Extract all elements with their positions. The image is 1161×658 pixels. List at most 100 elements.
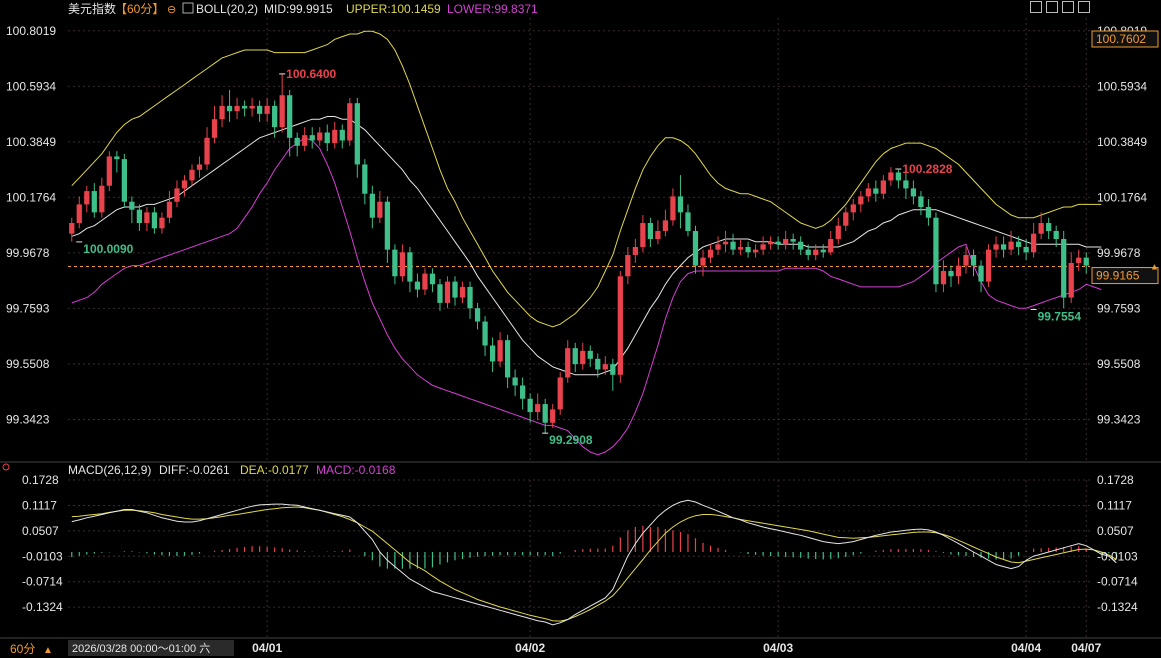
candle-body: [249, 105, 255, 109]
candle-body: [76, 204, 82, 224]
candle-body: [602, 364, 608, 370]
macd-macd-value: MACD:-0.0168: [316, 463, 396, 477]
period-tag[interactable]: 【60分】: [115, 2, 164, 16]
candle-body: [181, 180, 188, 189]
macd-y-tick-right: 0.0507: [1097, 524, 1134, 538]
zoom-out-icon[interactable]: [1062, 1, 1074, 13]
panel-marker-icon: [2, 463, 10, 471]
candle-body: [151, 212, 158, 229]
macd-y-tick-right: 0.1117: [1097, 498, 1132, 512]
candle-body: [933, 217, 939, 285]
price-annotation: 100.2828: [902, 162, 952, 176]
grid: [0, 18, 1161, 639]
y-tick-left: 99.9678: [6, 246, 50, 260]
candle-body: [647, 223, 654, 239]
candle-body: [467, 286, 473, 309]
symbol-title: 美元指数: [68, 1, 116, 16]
candle-body: [715, 244, 721, 250]
footer-period-arrow-icon[interactable]: ▲: [43, 645, 53, 656]
footer-period[interactable]: 60分: [10, 642, 35, 656]
candle-body: [662, 220, 669, 232]
candle-body: [121, 159, 127, 202]
candle-body: [106, 156, 112, 186]
candle-body: [1068, 262, 1074, 298]
candle-body: [489, 345, 496, 362]
candle-body: [144, 212, 150, 224]
candle-body: [166, 201, 173, 218]
candle-body: [527, 398, 533, 413]
zoom-in-icon[interactable]: [1046, 1, 1058, 13]
candle-body: [970, 254, 977, 266]
candle-body: [730, 241, 736, 250]
candle-body: [84, 191, 90, 205]
candle-body: [272, 105, 278, 128]
candle-body: [196, 164, 203, 170]
candle-body: [362, 164, 368, 194]
macd-dea-value: DEA:-0.0177: [240, 463, 309, 477]
y-tick-right: 99.3423: [1097, 412, 1141, 426]
candle-body: [189, 169, 195, 181]
candle-body: [407, 252, 413, 282]
candle-body: [685, 212, 691, 232]
candle-body: [429, 273, 436, 285]
macd-y-tick-right: -0.1324: [1097, 600, 1138, 614]
candle-body: [610, 364, 616, 375]
candle-body: [843, 212, 849, 226]
candle-body: [745, 246, 751, 253]
macd-label: MACD(26,12,9): [68, 463, 151, 477]
candle-body: [805, 249, 811, 255]
y-tick-right: 99.7593: [1097, 301, 1141, 315]
candle-body: [873, 188, 879, 194]
candle-body: [903, 180, 909, 189]
x-tick-label: 04/07: [1071, 641, 1101, 655]
macd-diff-line: [71, 499, 1117, 626]
candle-body: [91, 191, 97, 213]
boll-label: BOLL(20,2): [196, 2, 258, 16]
candle-body: [955, 265, 962, 277]
y-tick-left: 99.7593: [6, 301, 50, 315]
candle-body: [287, 95, 293, 138]
settings-icon[interactable]: ⊖: [167, 4, 176, 16]
candle-body: [617, 276, 623, 375]
y-tick-left: 100.8019: [6, 24, 56, 38]
indicator-icon[interactable]: [182, 2, 194, 14]
y-tick-right: 100.5934: [1097, 79, 1147, 93]
price-annotation: 99.2908: [549, 433, 593, 447]
candle-body: [369, 193, 375, 218]
candle-body: [767, 241, 774, 245]
candle-body: [384, 201, 391, 250]
candle-body: [317, 132, 323, 141]
y-tick-left: 100.1764: [6, 190, 56, 204]
x-tick-label: 04/03: [763, 641, 793, 655]
candle-body: [1076, 257, 1082, 263]
candle-body: [580, 350, 586, 365]
candle-body: [677, 196, 684, 213]
candle-body: [174, 188, 180, 202]
candle-body: [392, 249, 398, 277]
candle-body: [790, 239, 796, 242]
macd-y-tick-left: -0.0714: [22, 575, 63, 589]
price-annotation: 100.0090: [83, 242, 133, 256]
fullscreen-icon[interactable]: [1078, 1, 1090, 13]
y-tick-right: 99.9678: [1097, 246, 1141, 260]
candle-body: [69, 223, 75, 234]
candle-body: [99, 185, 105, 213]
y-tick-left: 100.5934: [6, 79, 56, 93]
x-tick-label: 04/02: [515, 641, 545, 655]
candle-body: [948, 270, 954, 277]
candle-body: [1031, 233, 1037, 253]
candle-body: [722, 241, 729, 245]
macd-y-tick-right: -0.0714: [1097, 575, 1138, 589]
candle-body: [760, 244, 766, 250]
y-tick-left: 100.3849: [6, 135, 56, 149]
crosshair-icon[interactable]: [1030, 1, 1042, 13]
candle-body: [850, 204, 856, 213]
candle-body: [204, 137, 210, 165]
candle-body: [572, 348, 578, 365]
candle-body: [880, 180, 886, 194]
macd-diff-value: DIFF:-0.0261: [159, 463, 230, 477]
boll-lower-value: LOWER:99.8371: [447, 2, 538, 16]
candle-body: [700, 257, 706, 266]
y-tick-right: 99.5508: [1097, 357, 1141, 371]
